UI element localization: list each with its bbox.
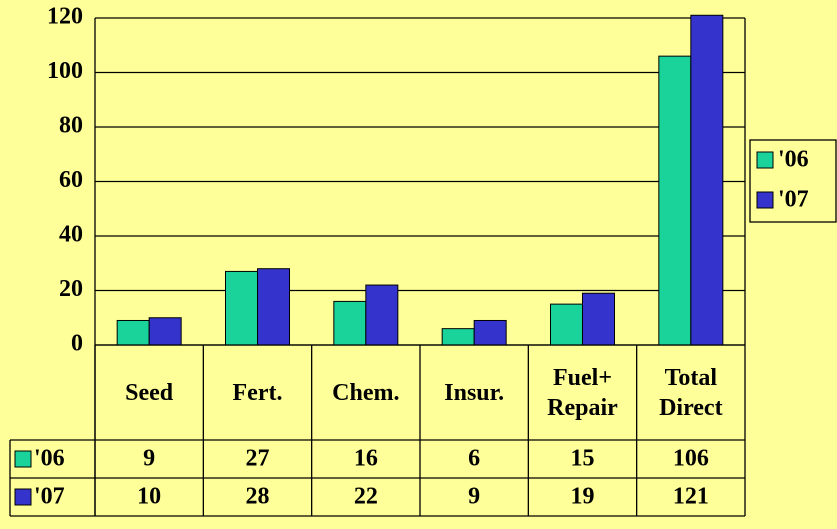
- x-tick-label: Total Direct: [659, 364, 723, 421]
- y-tick-label: 60: [59, 167, 83, 193]
- bar: [333, 300, 367, 346]
- x-tick-label-box: Insur.: [444, 379, 505, 406]
- x-tick-label-box: Fert.: [232, 379, 283, 406]
- legend-label: '07: [778, 187, 809, 213]
- bar: [690, 14, 724, 346]
- bar: [550, 303, 583, 346]
- table-value: 9: [468, 484, 480, 510]
- table-value: 15: [571, 446, 595, 472]
- bar: [225, 270, 258, 346]
- bar: [473, 319, 507, 346]
- table-value: 121: [673, 484, 709, 510]
- x-tick-label-box: Chem.: [332, 379, 400, 406]
- table-value: 106: [673, 446, 709, 472]
- row-label: '06: [34, 446, 65, 472]
- bar: [441, 328, 475, 346]
- legend-swatch: [14, 450, 32, 468]
- legend-swatch: [14, 488, 32, 506]
- table-value: 28: [246, 484, 270, 510]
- table-value: 10: [137, 484, 161, 510]
- table-value: 9: [143, 446, 155, 472]
- table-value: 19: [571, 484, 595, 510]
- legend-swatch: [756, 151, 774, 169]
- x-tick-label: Fert.: [232, 379, 283, 406]
- bar: [116, 319, 150, 346]
- legend: [749, 139, 837, 223]
- bar: [257, 268, 290, 346]
- y-tick-label: 120: [47, 4, 83, 30]
- x-tick-label-box: Total Direct: [659, 364, 723, 421]
- x-tick-label: Seed: [125, 379, 174, 406]
- x-tick-label: Fuel+ Repair: [547, 364, 618, 421]
- x-tick-label-box: Fuel+ Repair: [547, 364, 618, 421]
- bar: [365, 284, 399, 346]
- x-tick-label: Chem.: [332, 379, 400, 406]
- x-tick-label: Insur.: [444, 379, 505, 406]
- table-value: 22: [354, 484, 378, 510]
- bar: [148, 317, 182, 346]
- table-value: 6: [468, 446, 480, 472]
- legend-label: '06: [778, 147, 809, 173]
- table-value: 16: [354, 446, 378, 472]
- legend-swatch: [756, 191, 774, 209]
- y-tick-label: 100: [47, 58, 83, 84]
- y-tick-label: 80: [59, 113, 83, 139]
- y-tick-label: 40: [59, 222, 83, 248]
- row-label: '07: [34, 484, 65, 510]
- bar: [658, 55, 692, 346]
- y-tick-label: 20: [59, 276, 83, 302]
- bar: [582, 292, 615, 346]
- y-tick-label: 0: [71, 331, 83, 357]
- x-tick-label-box: Seed: [125, 379, 174, 406]
- table-value: 27: [246, 446, 270, 472]
